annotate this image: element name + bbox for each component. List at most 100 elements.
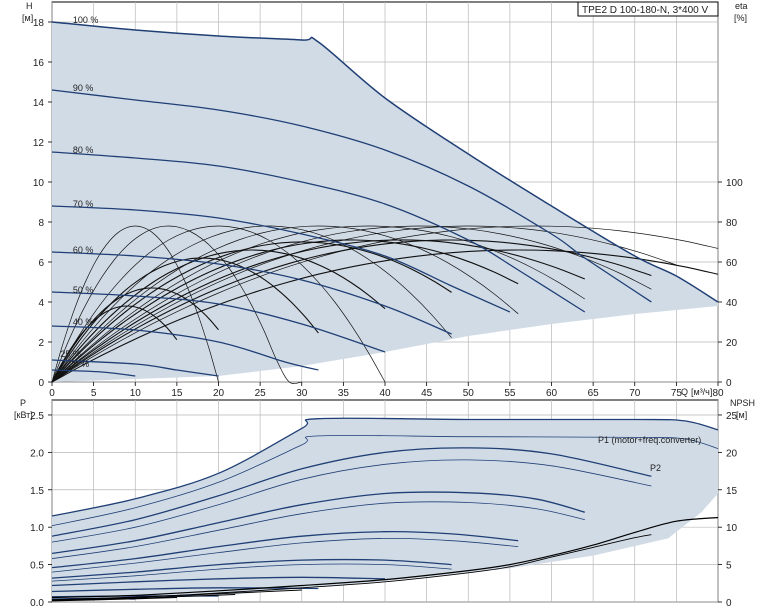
x-tick-label: 35	[338, 388, 350, 399]
y-tick-label: 12	[33, 138, 45, 149]
x-tick-label: 0	[49, 388, 55, 399]
efficiency-curves	[51, 225, 719, 384]
efficiency-curve	[51, 239, 652, 383]
x-tick-label: 50	[463, 388, 475, 399]
p-tick-label: 1.0	[30, 523, 44, 534]
speed-label: 60 %	[73, 245, 94, 255]
power-curve	[51, 558, 452, 579]
power-curve	[51, 530, 519, 569]
efficiency-curve	[51, 249, 386, 383]
npsh-curve	[51, 516, 719, 599]
head-curve	[51, 291, 386, 353]
efficiency-curve	[51, 239, 519, 383]
power-range-area	[52, 418, 718, 601]
p-tick-label: 0.5	[30, 561, 44, 572]
power-curve	[51, 447, 652, 537]
efficiency-curve	[51, 249, 719, 383]
y-axis-label: H	[26, 1, 33, 11]
p-axis-unit: [кВт]	[14, 410, 33, 420]
x-tick-label: 55	[504, 388, 516, 399]
head-curve	[51, 325, 319, 371]
npsh-axis-unit: [м]	[736, 410, 747, 420]
x-tick-label: 65	[588, 388, 600, 399]
chart-title: TPE2 D 100-180-N, 3*400 V	[582, 5, 709, 16]
npsh-tick-label: 20	[726, 448, 738, 459]
power-curve	[51, 563, 452, 582]
y-tick-label: 8	[38, 218, 44, 229]
power-curve	[51, 491, 585, 555]
y-tick-label: 16	[33, 58, 45, 69]
p-tick-label: 2.5	[30, 411, 44, 422]
npsh-tick-label: 25	[726, 411, 738, 422]
power-curve	[51, 459, 652, 543]
efficiency-curve	[51, 225, 302, 384]
efficiency-curve	[51, 225, 677, 383]
y-tick-label: 2	[38, 338, 44, 349]
head-curve	[51, 369, 136, 377]
x-tick-label: 75	[671, 388, 683, 399]
efficiency-curve	[51, 225, 519, 383]
head-axis-ticks: 0 5 10 15 20 25 30 35 40 45 50 55 60 65 70 75 8002468101…	[33, 18, 743, 399]
head-curve	[51, 251, 452, 335]
speed-label: 100 %	[73, 15, 99, 25]
head-curves	[51, 21, 719, 377]
efficiency-curve	[51, 225, 719, 383]
y-tick-label: 18	[33, 18, 45, 29]
p-tick-label: 0.0	[30, 598, 44, 609]
p-tick-label: 2.0	[30, 448, 44, 459]
speed-label: 25 %	[60, 349, 81, 359]
y-tick-label: 10	[33, 178, 45, 189]
npsh-curve	[51, 597, 177, 602]
p2-annotation: P2	[650, 463, 661, 473]
y2-tick-label: 60	[726, 258, 738, 269]
npsh-curve	[51, 589, 302, 601]
power-curve	[51, 537, 519, 573]
x-tick-label: 5	[91, 388, 97, 399]
efficiency-curve	[51, 225, 652, 383]
x-tick-label: 40	[379, 388, 391, 399]
y-axis-unit: [м]	[22, 13, 33, 23]
x-tick-label: 70	[629, 388, 641, 399]
x-tick-label: 80	[712, 388, 724, 399]
power-axis-ticks: 0.0 0.5 1.0 1.5 2.0 2.5 0 5 10 15 20 25	[30, 411, 737, 609]
x-tick-label: 20	[213, 388, 225, 399]
operating-range-area	[52, 22, 718, 382]
head-curve	[51, 205, 511, 313]
efficiency-curve	[51, 225, 386, 383]
power-curve	[51, 501, 585, 559]
y2-axis-label: eta	[735, 1, 748, 11]
head-curve	[51, 359, 219, 377]
power-npsh-panel: 0.0 0.5 1.0 1.5 2.0 2.5 0 5 10 15 20 25 P [кВт] NPS…	[14, 398, 755, 609]
npsh-axis-label: NPSH	[730, 398, 755, 408]
efficiency-curve	[51, 287, 219, 383]
efficiency-curve	[51, 225, 219, 383]
speed-label: 70 %	[73, 199, 94, 209]
y2-tick-label: 0	[726, 378, 732, 389]
y-tick-label: 14	[33, 98, 45, 109]
efficiency-curve	[51, 225, 452, 383]
speed-label: 40 %	[73, 317, 94, 327]
npsh-curve	[51, 594, 236, 601]
speed-label: 50 %	[73, 285, 94, 295]
efficiency-curve	[51, 241, 452, 383]
x-axis-label: Q	[681, 387, 688, 397]
title-box	[577, 1, 719, 17]
npsh-tick-label: 0	[726, 598, 732, 609]
power-curve	[51, 434, 719, 527]
npsh-tick-label: 15	[726, 486, 738, 497]
efficiency-curve	[51, 225, 585, 383]
y2-axis-unit: [%]	[734, 13, 747, 23]
power-curve	[51, 417, 719, 517]
speed-label: 90 %	[73, 83, 94, 93]
npsh-curves	[51, 516, 719, 602]
y-tick-label: 4	[38, 298, 44, 309]
speed-label: 20 %	[69, 359, 90, 369]
head-curve	[51, 89, 652, 303]
y2-tick-label: 80	[726, 218, 738, 229]
x-tick-label: 25	[255, 388, 267, 399]
head-curve	[51, 21, 719, 303]
x-tick-label: 60	[546, 388, 558, 399]
y2-tick-label: 100	[726, 178, 743, 189]
power-curve	[51, 576, 386, 587]
